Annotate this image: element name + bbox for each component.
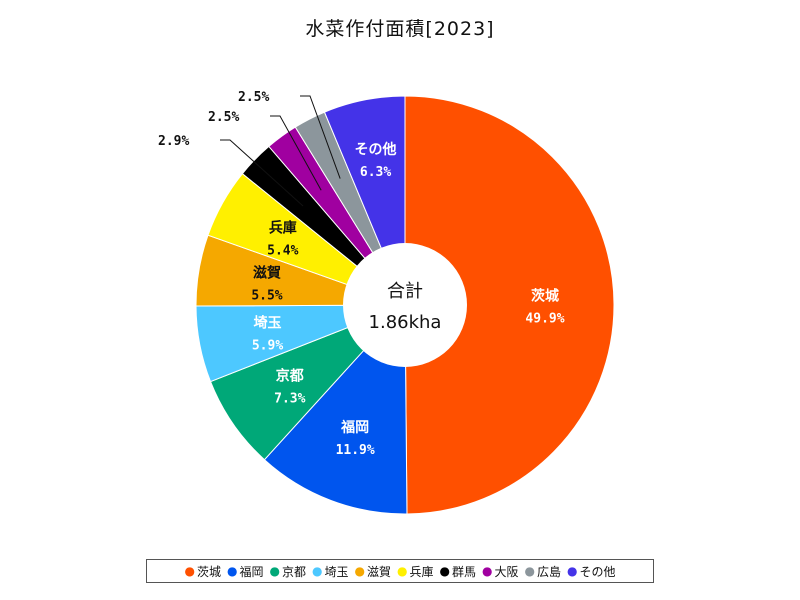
legend-label: 京都 (281, 564, 306, 579)
legend-item-7: ● 大阪 (482, 563, 519, 580)
slice-value-label-3: 5.9% (252, 338, 283, 353)
legend-item-6: ● 群馬 (440, 563, 477, 580)
slice-name-label-3: 埼玉 (254, 314, 282, 331)
legend-item-0: ● 茨城 (185, 563, 222, 580)
center-label-total: 1.86kha (369, 312, 442, 333)
center-label-title: 合計 (387, 281, 423, 302)
legend-item-3: ● 埼玉 (312, 563, 349, 580)
slice-value-label-5: 5.4% (267, 244, 298, 259)
slice-name-label-5: 兵庫 (269, 220, 297, 237)
legend-marker-icon: ● (312, 564, 323, 578)
legend-label: 群馬 (451, 564, 476, 579)
slice-labels: 茨城 49.9% 福岡 11.9% 京都 7.3% 埼玉 5.9% 滋賀 5.5% 兵庫 5.4% 2.… (158, 90, 565, 458)
leader-line-6 (220, 139, 304, 207)
legend-item-5: ● 兵庫 (397, 563, 434, 580)
slice-name-label-0: 茨城 (531, 287, 559, 304)
legend-marker-icon: ● (184, 564, 195, 578)
legend-marker-icon: ● (524, 564, 535, 578)
slice-name-label-4: 滋賀 (253, 265, 281, 282)
legend-label: 滋賀 (366, 564, 391, 579)
legend-marker-icon: ● (227, 564, 238, 578)
legend-item-2: ● 京都 (270, 563, 307, 580)
legend-marker-icon: ● (482, 564, 493, 578)
legend-item-4: ● 滋賀 (355, 563, 392, 580)
legend-label: その他 (579, 564, 616, 579)
legend-label: 広島 (536, 564, 561, 579)
leader-line-8 (300, 95, 341, 179)
legend: ● 茨城 ● 福岡 ● 京都 ● 埼玉 ● 滋賀 ● 兵庫 ● 群馬 ● 大阪 ● 広島 ● その他 (146, 559, 654, 583)
leader-line-7 (270, 115, 322, 191)
legend-label: 埼玉 (324, 564, 349, 579)
slice-name-label-1: 福岡 (340, 419, 369, 436)
chart-title: 水菜作付面積[2023] (305, 18, 495, 40)
legend-item-8: ● 広島 (525, 563, 562, 580)
slice-value-label-1: 11.9% (336, 443, 375, 458)
legend-label: 茨城 (196, 564, 221, 579)
slice-value-label-6: 2.9% (158, 134, 189, 149)
pie-slice-1 (263, 303, 408, 515)
slices-group (195, 95, 615, 515)
slice-value-label-2: 7.3% (274, 392, 305, 407)
slice-name-label-2: 京都 (276, 368, 304, 385)
legend-item-9: ● その他 (567, 563, 616, 580)
leader-lines (220, 95, 341, 207)
pie-slice-0 (404, 95, 615, 515)
slice-value-label-7: 2.5% (208, 110, 239, 125)
legend-marker-icon: ● (567, 564, 578, 578)
slice-value-label-9: 6.3% (360, 165, 391, 180)
slice-value-label-8: 2.5% (238, 90, 269, 105)
slice-value-label-4: 5.5% (251, 289, 282, 304)
legend-label: 福岡 (239, 564, 264, 579)
legend-marker-icon: ● (397, 564, 408, 578)
slice-value-label-0: 49.9% (525, 311, 564, 326)
slice-name-label-9: その他 (355, 141, 397, 158)
center-hole (343, 243, 467, 367)
legend-item-1: ● 福岡 (227, 563, 264, 580)
legend-marker-icon: ● (439, 564, 450, 578)
legend-label: 大阪 (494, 564, 519, 579)
legend-marker-icon: ● (354, 564, 365, 578)
legend-label: 兵庫 (409, 564, 434, 579)
legend-marker-icon: ● (269, 564, 280, 578)
